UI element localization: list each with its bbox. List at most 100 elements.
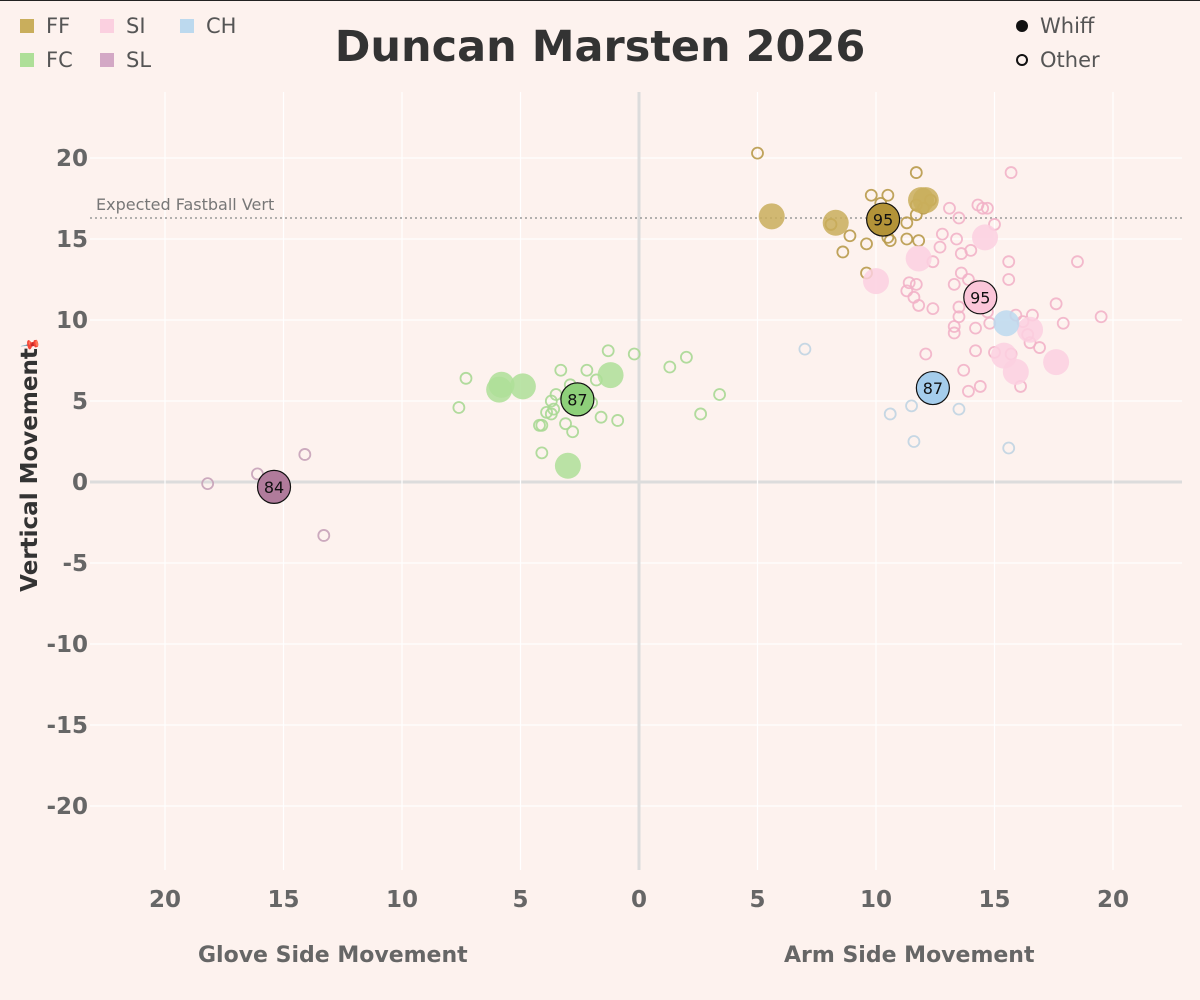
point-ch-whiff <box>993 310 1020 337</box>
point-fc-other <box>535 418 549 432</box>
point-si-other <box>902 276 916 290</box>
y-tick-label: -15 <box>46 713 88 739</box>
point-fc-other <box>452 401 466 414</box>
legend-label-fc: FC <box>46 48 73 72</box>
legend-label-whiff: Whiff <box>1040 14 1095 38</box>
point-ff-other <box>881 188 895 202</box>
point-si-other <box>1002 273 1016 286</box>
point-fc-other <box>694 407 708 421</box>
point-si-other <box>964 243 978 257</box>
point-si-other <box>952 211 966 225</box>
point-si-other <box>952 310 966 324</box>
chart-title: Duncan Marsten 2026 <box>334 22 866 72</box>
y-tick-label: 10 <box>56 308 88 334</box>
legend-item-fc[interactable]: FC <box>20 48 73 72</box>
point-ff-other <box>751 146 764 160</box>
legend-swatch-sl <box>100 53 114 67</box>
y-tick-label: 0 <box>72 470 88 496</box>
point-fc-whiff <box>554 452 581 479</box>
average-label-ch: 87 <box>923 379 943 398</box>
point-si-whiff <box>972 224 999 251</box>
point-si-other <box>912 299 926 312</box>
legend-item-ch[interactable]: CH <box>180 14 236 38</box>
reference-line-group: Expected Fastball Vert <box>90 195 1182 219</box>
point-si-whiff <box>1043 349 1070 376</box>
point-fc-other <box>459 371 473 385</box>
legend-item-ff[interactable]: FF <box>20 14 70 38</box>
point-fc-whiff <box>597 362 624 389</box>
legend-item-whiff[interactable]: Whiff <box>1016 14 1094 38</box>
point-fc-other <box>713 388 726 401</box>
x-tick-label: 0 <box>631 887 647 913</box>
point-si-other <box>909 277 923 291</box>
point-ch-other <box>798 342 812 356</box>
point-ff-whiff <box>912 187 939 214</box>
y-tick-label: 5 <box>72 389 88 415</box>
hollow-dot-icon <box>1016 54 1028 66</box>
y-tick-label: -10 <box>46 632 88 658</box>
point-ff-other <box>843 229 857 243</box>
point-fc-whiff <box>509 373 536 400</box>
legend-label-si: SI <box>126 14 146 38</box>
point-si-other <box>926 302 940 316</box>
point-si-other <box>1071 255 1084 269</box>
point-fc-other <box>611 414 625 427</box>
legend-swatch-fc <box>20 53 34 67</box>
point-ff-other <box>912 234 926 248</box>
x-tick-label: 5 <box>749 887 765 913</box>
y-tick-labels: 20 15 10 5 0 -5 -10 -15 -20 <box>46 146 88 820</box>
y-tick-label: 20 <box>56 146 88 172</box>
legend-swatch-si <box>100 19 114 33</box>
x-tick-label: 10 <box>386 887 418 913</box>
average-marker-ff <box>866 202 901 237</box>
point-si-other <box>976 201 990 215</box>
point-ff-whiff <box>758 203 785 230</box>
point-si-other <box>969 321 982 335</box>
x-tick-label: 20 <box>149 887 181 913</box>
legend-item-sl[interactable]: SL <box>100 48 151 72</box>
average-marker-fc <box>560 382 595 417</box>
point-si-other <box>943 201 956 215</box>
x-axis-title-arm: Arm Side Movement <box>784 943 1035 968</box>
point-ch-other <box>883 407 897 421</box>
average-label-sl: 84 <box>264 478 284 497</box>
point-si-other <box>969 344 982 358</box>
y-tick-label: 15 <box>56 227 88 253</box>
point-ch-other <box>952 402 966 416</box>
point-ch-other <box>907 435 921 448</box>
average-marker-sl <box>256 469 292 504</box>
point-fc-other <box>554 363 568 377</box>
point-ch-other <box>1002 441 1016 455</box>
point-si-other <box>900 284 914 298</box>
point-fc-other <box>627 347 641 361</box>
point-fc-other <box>680 350 693 364</box>
top-border <box>0 0 1200 1</box>
point-si-other <box>919 347 933 361</box>
point-ff-whiff <box>822 209 849 236</box>
legend-item-si[interactable]: SI <box>100 14 146 38</box>
x-tick-label: 10 <box>860 887 892 913</box>
filled-dot-icon <box>1016 20 1028 32</box>
x-tick-label: 15 <box>978 887 1010 913</box>
point-si-other <box>947 326 961 340</box>
legend-swatch-ff <box>20 19 34 33</box>
y-tick-label: -5 <box>62 551 88 577</box>
point-ff-other <box>860 237 873 251</box>
point-ff-other <box>909 166 923 179</box>
point-fc-other <box>601 344 615 358</box>
legend-label-ff: FF <box>46 14 71 38</box>
point-sl-other <box>298 448 312 461</box>
point-si-other <box>962 384 975 398</box>
point-fc-other <box>535 446 549 460</box>
point-sl-other <box>317 529 331 542</box>
x-axis-title-glove: Glove Side Movement <box>198 943 468 968</box>
average-label-ff: 95 <box>873 211 893 230</box>
point-fc-whiff <box>488 371 515 398</box>
point-ff-other <box>836 245 850 259</box>
point-fc-other <box>547 402 561 416</box>
point-si-other <box>973 380 987 393</box>
x-tick-labels: 20 15 10 5 0 5 10 15 20 <box>149 887 1129 913</box>
legend-item-other[interactable]: Other <box>1016 48 1100 72</box>
point-fc-other <box>559 417 572 431</box>
